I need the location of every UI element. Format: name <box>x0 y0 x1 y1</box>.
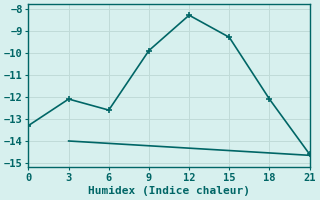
X-axis label: Humidex (Indice chaleur): Humidex (Indice chaleur) <box>88 186 250 196</box>
